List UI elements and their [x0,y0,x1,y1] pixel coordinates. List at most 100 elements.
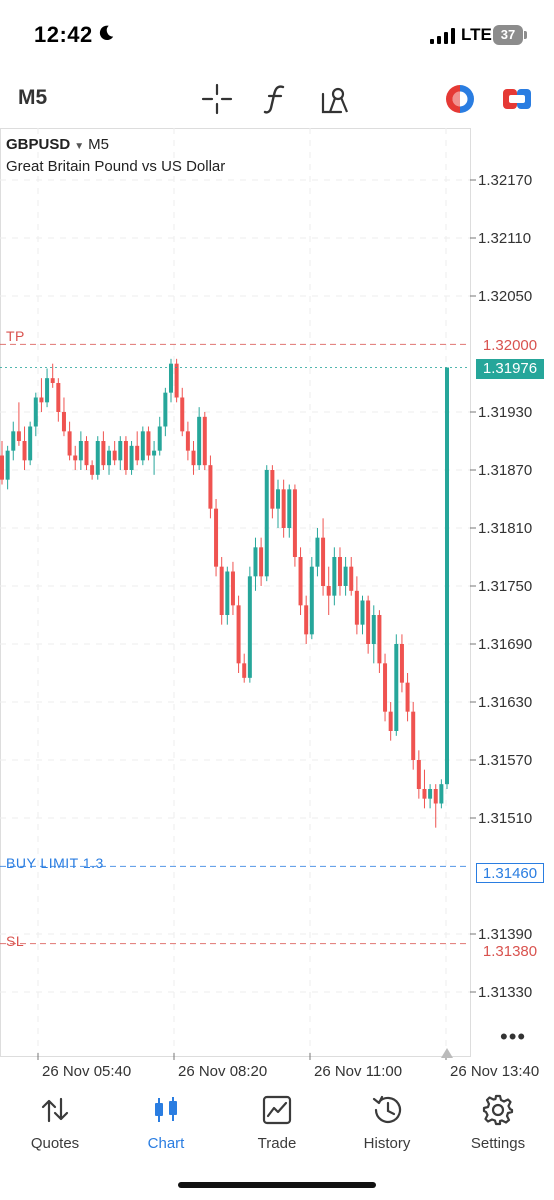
tab-settings[interactable]: Settings [448,1085,548,1155]
price-tick-label: 1.31870 [478,462,532,479]
function-icon[interactable] [259,82,293,116]
candle [22,426,27,470]
price-chart[interactable]: 1.32170 1.32110 1.32050 1.31930 1.31870 1.318… [0,128,554,1088]
candle-body [140,431,145,461]
objects-icon[interactable] [318,82,352,116]
candle [259,537,264,586]
chart-toolbar: M5 [0,72,554,128]
symbol-timeframe: M5 [88,136,109,153]
candle-body [399,644,404,683]
candle [202,412,207,470]
candle [439,779,444,809]
chart-symbol-line[interactable]: GBPUSD ▼ M5 [6,136,109,153]
candle-body [445,367,449,785]
candle [236,595,241,673]
candle-body [168,363,173,393]
candle-body [112,450,117,461]
candle-body [388,711,393,731]
candle-body [33,397,38,427]
candle [394,634,399,736]
candle-body [264,470,269,577]
candle [0,441,4,485]
candle [292,484,297,567]
candle-body [287,489,292,528]
chart-area[interactable]: 1.32170 1.32110 1.32050 1.31930 1.31870 1.318… [0,128,554,1080]
candle-body [123,441,128,470]
candle-body [259,547,264,577]
tab-quotes[interactable]: Quotes [5,1085,105,1155]
candle [264,465,269,582]
timeframe-button[interactable]: M5 [18,86,48,109]
buy-limit-label: BUY LIMIT 1.3 [6,855,104,871]
candle-body [90,465,95,475]
tab-chart[interactable]: Chart [116,1085,216,1155]
symbol-description: Great Britain Pound vs US Dollar [6,158,226,175]
candle [56,378,61,422]
candle-body [411,711,416,760]
tp-label: TP [6,328,25,344]
candle [445,367,449,789]
candle-body [101,441,106,466]
candle [416,750,421,799]
candle [343,557,348,596]
candle-body [332,557,337,596]
crosshair-icon[interactable] [200,82,234,116]
status-time: 12:42 [34,22,93,47]
trade-panel-icon[interactable] [500,82,534,116]
candle [152,441,157,475]
chevron-down-icon: ▼ [74,141,85,152]
tab-trade[interactable]: Trade [227,1085,327,1155]
candle [123,436,128,475]
candle-body [28,426,33,461]
candle [101,431,106,470]
candle-body [383,663,388,712]
one-click-trading-icon[interactable] [443,82,477,116]
candle [388,702,393,741]
candle [61,397,66,437]
candle-body [135,445,140,461]
candle-body [337,557,342,586]
chart-icon [155,1097,177,1122]
more-options-icon[interactable]: ••• [500,1024,527,1049]
battery-icon: 37 [493,25,523,45]
trade-icon [262,1095,292,1125]
candle-body [276,489,281,509]
candle [214,499,219,577]
candle-body [354,590,359,625]
candle-body [394,644,399,731]
tab-quotes-label: Quotes [30,1135,80,1152]
candle [185,421,190,461]
candle [95,436,100,480]
candle [405,673,410,722]
candle-body [343,566,348,586]
candle [45,368,50,408]
candle [428,784,433,809]
candle [309,557,314,640]
candle-body [298,557,303,606]
candle [135,431,140,466]
candle-body [439,784,444,804]
candle-body [433,789,438,804]
time-tick-label: 26 Nov 05:40 [42,1063,131,1080]
candle-body [56,383,61,412]
tab-history-label: History [363,1135,411,1152]
chart-frame [0,128,471,1057]
price-tick-label: 1.31930 [478,404,532,421]
candle-body [416,760,421,789]
candle [67,421,72,461]
price-tick-label: 1.31690 [478,636,532,653]
candle [298,547,303,615]
tab-history[interactable]: History [337,1085,437,1155]
candle [332,547,337,606]
candle [253,537,258,591]
candle [163,387,168,437]
candle [349,557,354,596]
candle-body [191,450,196,466]
candle [321,518,326,596]
candle-body [157,426,162,451]
candle [422,769,427,809]
candle [208,455,213,519]
candle [39,378,44,412]
price-tick-label: 1.31330 [478,984,532,1001]
candle-body [292,489,297,557]
